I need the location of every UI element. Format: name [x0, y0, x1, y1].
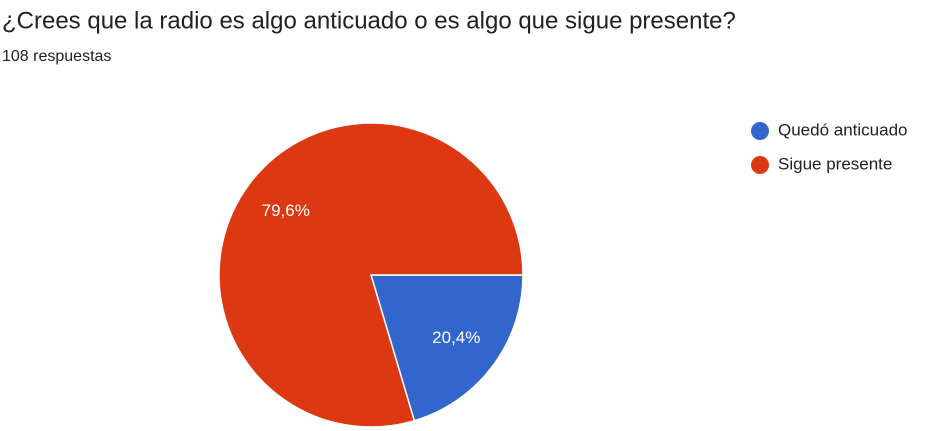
legend-label: Sigue presente [778, 154, 892, 173]
pie-slice [218, 122, 524, 428]
legend-marker [751, 156, 769, 174]
legend-marker [751, 122, 769, 140]
pie-slice [369, 274, 524, 422]
legend-label: Quedó anticuado [778, 120, 908, 139]
data-label: 79,6% [262, 201, 310, 220]
chart-subtitle: 108 respuestas [2, 48, 111, 65]
data-label: 20,4% [432, 328, 480, 347]
chart-title: ¿Crees que la radio es algo anticuado o … [2, 7, 736, 34]
